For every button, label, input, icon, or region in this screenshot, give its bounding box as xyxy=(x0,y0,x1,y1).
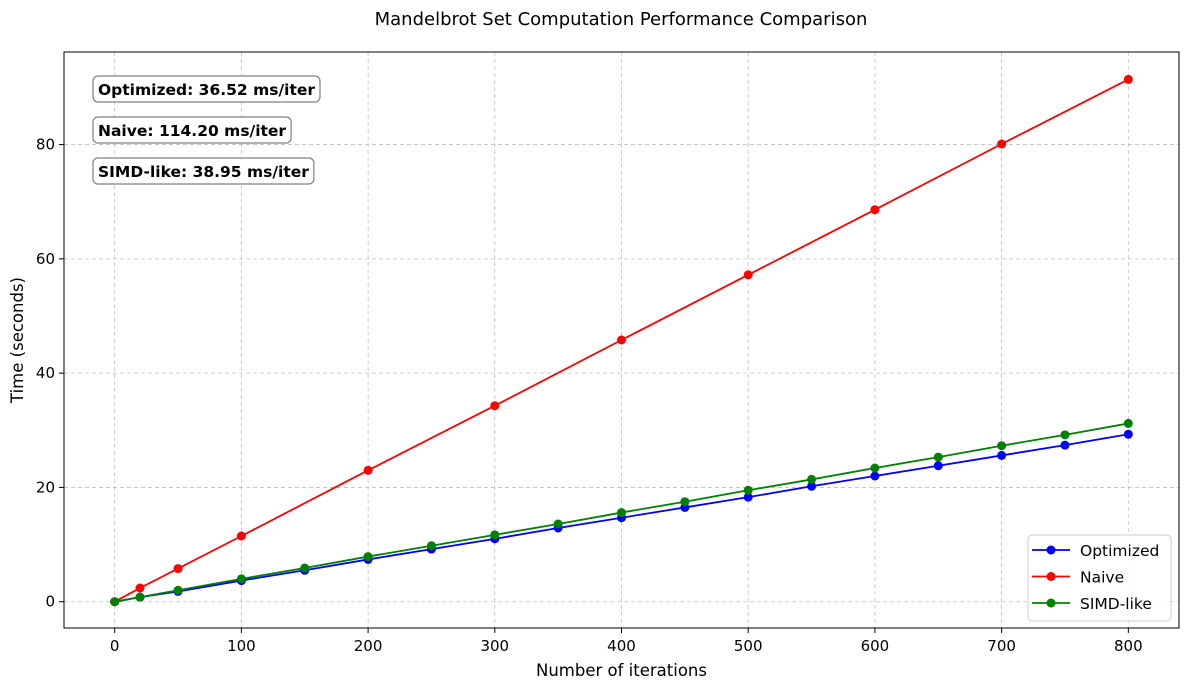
data-point-simd-like xyxy=(743,485,753,495)
data-point-naive xyxy=(743,270,753,280)
x-tick-label: 600 xyxy=(861,637,890,655)
data-point-naive xyxy=(236,531,246,541)
annotation-box: SIMD-like: 38.95 ms/iter xyxy=(92,157,315,185)
legend-swatch-marker xyxy=(1046,545,1056,555)
data-point-naive xyxy=(617,335,626,345)
x-tick-label: 400 xyxy=(607,637,636,655)
data-point-simd-like xyxy=(933,452,943,462)
data-point-optimized xyxy=(1060,440,1070,450)
legend: Optimized Naive SIMD-like xyxy=(1027,534,1172,622)
y-axis-label: Time (seconds) xyxy=(8,277,27,404)
data-point-simd-like xyxy=(490,530,500,540)
series-layer xyxy=(110,74,1133,607)
data-point-simd-like xyxy=(997,441,1007,451)
data-point-simd-like xyxy=(870,463,880,473)
series-simd-like xyxy=(110,418,1133,607)
data-point-simd-like xyxy=(807,474,817,484)
x-tick-label: 200 xyxy=(354,637,383,655)
y-tick-label: 0 xyxy=(45,593,55,611)
data-point-simd-like xyxy=(135,592,145,602)
data-point-naive xyxy=(1123,74,1133,84)
x-axis-label: Number of iterations xyxy=(536,661,707,680)
axis-ticks: 0 100 200 300 400 500 600 700 800 0 20 40 60 80 xyxy=(36,136,1143,655)
x-tick-label: 0 xyxy=(110,637,120,655)
x-tick-label: 700 xyxy=(987,637,1016,655)
x-tick-label: 500 xyxy=(734,637,763,655)
data-point-simd-like xyxy=(110,597,120,607)
annotation-box-frame xyxy=(92,157,315,185)
legend-entry-simd-like: SIMD-like xyxy=(1032,595,1152,613)
x-tick-label: 800 xyxy=(1114,637,1143,655)
data-point-naive xyxy=(173,564,183,574)
legend-label: Naive xyxy=(1080,569,1124,587)
data-point-optimized xyxy=(743,492,753,502)
data-point-simd-like xyxy=(236,574,246,584)
data-point-simd-like xyxy=(173,585,183,595)
data-point-simd-like xyxy=(363,552,373,562)
legend-swatch-marker xyxy=(1046,598,1056,608)
x-tick-label: 300 xyxy=(480,637,509,655)
x-tick-label: 100 xyxy=(227,637,256,655)
annotation-box: Naive: 114.20 ms/iter xyxy=(92,116,292,144)
data-point-simd-like xyxy=(680,497,690,507)
data-point-simd-like xyxy=(553,519,563,529)
legend-label: SIMD-like xyxy=(1080,595,1152,613)
data-point-optimized xyxy=(933,461,943,471)
data-point-simd-like xyxy=(1123,418,1133,428)
legend-entry-optimized: Optimized xyxy=(1032,542,1159,560)
data-point-naive xyxy=(490,401,500,411)
legend-label: Optimized xyxy=(1080,542,1159,560)
annotation-box-frame xyxy=(92,75,321,103)
annotation-text: Naive: 114.20 ms/iter xyxy=(98,122,286,140)
y-tick-label: 40 xyxy=(36,364,55,382)
data-point-naive xyxy=(997,139,1007,149)
data-point-naive xyxy=(135,583,145,593)
annotation-box: Optimized: 36.52 ms/iter xyxy=(92,75,321,103)
y-tick-label: 20 xyxy=(36,478,55,496)
legend-frame xyxy=(1027,534,1172,622)
data-point-optimized xyxy=(1123,429,1133,439)
series-naive xyxy=(110,74,1133,607)
data-point-optimized xyxy=(870,471,880,481)
annotation-box-frame xyxy=(92,116,292,144)
data-point-simd-like xyxy=(300,563,310,573)
legend-swatch-marker xyxy=(1046,572,1056,581)
annotation-text: SIMD-like: 38.95 ms/iter xyxy=(98,163,309,181)
data-point-optimized xyxy=(997,450,1007,460)
data-point-naive xyxy=(870,205,880,215)
legend-entry-naive: Naive xyxy=(1032,569,1124,587)
data-point-naive xyxy=(363,465,373,475)
annotation-text: Optimized: 36.52 ms/iter xyxy=(98,81,315,99)
series-line-simd-like xyxy=(114,422,1129,603)
y-tick-label: 80 xyxy=(36,136,55,154)
chart-title: Mandelbrot Set Computation Performance C… xyxy=(375,9,868,30)
data-point-simd-like xyxy=(426,541,436,551)
data-point-simd-like xyxy=(617,508,626,518)
data-point-optimized xyxy=(807,481,817,491)
series-line-optimized xyxy=(114,433,1129,603)
annotation-boxes: Optimized: 36.52 ms/iter Naive: 114.20 ms… xyxy=(92,75,321,185)
data-point-simd-like xyxy=(1060,430,1070,440)
y-tick-label: 60 xyxy=(36,250,55,268)
